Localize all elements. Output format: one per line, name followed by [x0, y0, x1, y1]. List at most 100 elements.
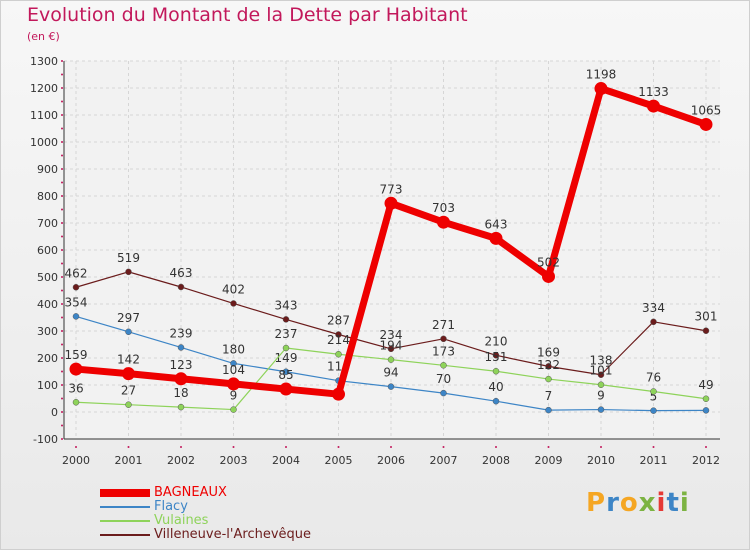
x-tick-label: 2001: [115, 454, 143, 467]
data-label-flacy: 9: [597, 389, 605, 403]
x-tick-label: 2005: [325, 454, 353, 467]
x-axis-tick-mark: [285, 446, 287, 448]
data-label-bagneaux: 1133: [638, 85, 669, 99]
data-label-villeneuve-l-archev-que: 519: [117, 251, 140, 265]
legend-swatch-flacy: [100, 506, 150, 508]
series-point-villeneuve-l-archev-que: [282, 316, 290, 323]
series-point-vulaines: [650, 388, 657, 395]
x-tick-label: 2008: [482, 454, 510, 467]
logo-letter: x: [638, 488, 657, 518]
y-tick-label: -100: [33, 433, 58, 446]
data-label-villeneuve-l-archev-que: 210: [485, 334, 508, 348]
data-label-vulaines: 18: [173, 386, 188, 400]
data-label-vulaines: 49: [698, 378, 713, 392]
x-axis-tick-mark: [232, 446, 235, 448]
y-axis-tick-mark: [61, 357, 63, 359]
series-point-flacy: [230, 360, 237, 367]
legend-swatch-villeneuve: [100, 534, 150, 536]
series-point-flacy: [177, 344, 185, 351]
series-point-bagneaux: [647, 99, 660, 113]
series-point-villeneuve-l-archev-que: [230, 300, 237, 307]
y-tick-label: 400: [37, 298, 58, 311]
data-label-flacy: 239: [170, 326, 193, 340]
legend-item-vulaines: Vulaines: [100, 514, 311, 528]
series-point-villeneuve-l-archev-que: [597, 371, 605, 378]
series-point-flacy: [72, 313, 80, 320]
y-tick-label: 900: [37, 163, 58, 176]
chart-legend: BAGNEAUX Flacy Vulaines Villeneuve-l'Arc…: [100, 486, 311, 542]
data-label-flacy: 297: [117, 311, 140, 325]
data-label-bagneaux: 142: [117, 353, 140, 367]
y-axis-tick-mark: [61, 303, 63, 305]
data-label-vulaines: 151: [485, 350, 508, 364]
x-axis-tick-mark: [75, 446, 77, 448]
data-label-flacy: 180: [222, 342, 245, 356]
legend-item-flacy: Flacy: [100, 500, 311, 514]
x-axis-tick-mark: [442, 446, 445, 448]
series-point-vulaines: [440, 362, 447, 369]
y-axis-tick-mark: [61, 438, 63, 440]
legend-label-villeneuve: Villeneuve-l'Archevêque: [154, 527, 312, 542]
logo-letter: i: [679, 488, 690, 518]
y-axis-tick-mark: [61, 73, 63, 76]
y-axis-tick-mark: [61, 411, 63, 413]
x-axis-tick-mark: [180, 446, 182, 448]
y-axis-tick-mark: [61, 235, 63, 238]
data-label-villeneuve-l-archev-que: 343: [275, 298, 298, 312]
series-point-vulaines: [545, 375, 552, 383]
series-point-vulaines: [597, 381, 605, 388]
x-axis-tick-mark: [600, 446, 602, 448]
data-label-vulaines: 194: [380, 339, 403, 353]
series-point-villeneuve-l-archev-que: [492, 352, 500, 359]
series-point-bagneaux: [227, 377, 240, 391]
series-point-flacy: [545, 406, 552, 414]
series-point-flacy: [492, 397, 500, 405]
data-label-bagneaux: 1065: [691, 103, 722, 117]
y-tick-label: 100: [37, 379, 58, 392]
series-point-villeneuve-l-archev-que: [125, 268, 132, 276]
data-label-villeneuve-l-archev-que: 234: [380, 328, 403, 342]
y-axis-tick-mark: [61, 141, 63, 143]
data-label-flacy: 94: [383, 366, 398, 380]
legend-label-flacy: Flacy: [154, 499, 188, 514]
y-tick-label: 700: [37, 217, 58, 230]
y-tick-label: 200: [37, 352, 58, 365]
data-label-bagneaux: 703: [432, 201, 455, 215]
series-point-bagneaux: [279, 382, 293, 396]
series-point-flacy: [702, 407, 710, 414]
data-label-vulaines: 122: [537, 358, 560, 372]
x-axis-tick-mark: [652, 446, 655, 448]
series-point-villeneuve-l-archev-que: [72, 284, 80, 291]
data-label-vulaines: 101: [590, 364, 613, 378]
x-tick-label: 2000: [62, 454, 90, 467]
y-axis-tick-mark: [61, 424, 63, 427]
data-label-flacy: 70: [436, 372, 451, 386]
data-label-villeneuve-l-archev-que: 334: [642, 301, 665, 315]
x-axis-tick-mark: [547, 446, 550, 448]
series-point-villeneuve-l-archev-que: [177, 283, 185, 291]
x-tick-label: 2009: [535, 454, 563, 467]
legend-label-bagneaux: BAGNEAUX: [154, 485, 227, 500]
y-tick-label: 300: [37, 325, 58, 338]
data-label-bagneaux: 1198: [586, 68, 617, 82]
logo-letter: P: [586, 488, 607, 518]
logo-letter: r: [606, 488, 620, 518]
logo-letter: i: [656, 488, 667, 518]
y-axis-tick-mark: [61, 168, 63, 170]
y-axis-tick-mark: [61, 208, 63, 211]
y-tick-label: 1100: [30, 109, 58, 122]
x-tick-label: 2006: [377, 454, 405, 467]
data-label-vulaines: 76: [646, 370, 661, 384]
y-axis-tick-mark: [61, 181, 63, 184]
logo-letter: o: [619, 488, 639, 518]
y-axis-tick-mark: [61, 114, 63, 116]
legend-swatch-vulaines: [100, 520, 150, 522]
y-axis-tick-mark: [61, 384, 63, 386]
series-point-bagneaux: [594, 82, 608, 96]
x-tick-label: 2007: [430, 454, 458, 467]
y-axis-tick-mark: [61, 262, 63, 265]
series-point-vulaines: [230, 406, 237, 413]
y-tick-label: 600: [37, 244, 58, 257]
series-point-vulaines: [72, 399, 80, 406]
data-label-bagneaux: 502: [537, 255, 560, 269]
